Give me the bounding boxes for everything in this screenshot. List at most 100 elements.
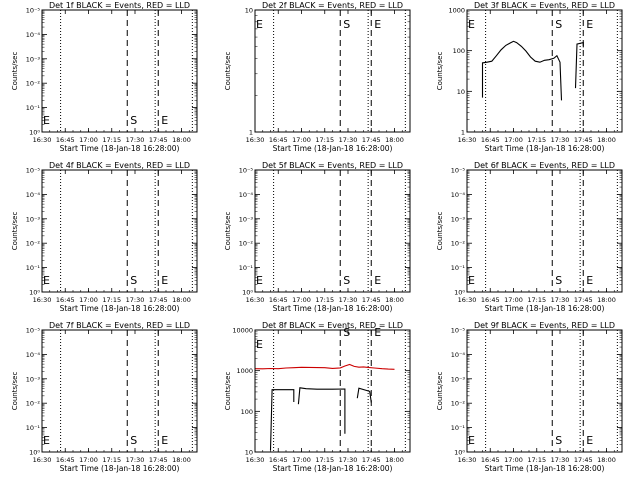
detector-panel: Det 1f BLACK = Events, RED = LLD Counts/s… bbox=[11, 1, 198, 153]
event-rate-line bbox=[574, 41, 584, 89]
panel-title: Det 4f BLACK = Events, RED = LLD bbox=[49, 161, 190, 170]
y-tick-label: 10⁻³ bbox=[26, 215, 41, 223]
y-tick-label: 10⁻³ bbox=[26, 55, 41, 63]
end-marker-label: E bbox=[468, 434, 475, 447]
y-tick-label: 10⁻⁴ bbox=[451, 191, 466, 199]
x-tick-label: 17:30 bbox=[339, 136, 358, 144]
x-tick-label: 18:00 bbox=[597, 296, 616, 304]
y-axis-label: Counts/sec bbox=[436, 52, 444, 91]
end-marker-label: E bbox=[374, 18, 381, 31]
x-tick-label: 17:30 bbox=[551, 136, 570, 144]
x-axis-label: Start Time (18-Jan-18 16:28:00) bbox=[60, 464, 180, 473]
x-axis-label: Start Time (18-Jan-18 16:28:00) bbox=[485, 304, 605, 313]
plot-frame bbox=[41, 329, 198, 453]
y-tick-label: 10⁻⁵ bbox=[26, 327, 41, 335]
y-tick-label: 10 bbox=[245, 7, 253, 15]
y-tick-label: 10⁻⁴ bbox=[451, 351, 466, 359]
start-marker-label: S bbox=[130, 274, 137, 287]
x-tick-label: 17:30 bbox=[126, 296, 145, 304]
panel-title: Det 7f BLACK = Events, RED = LLD bbox=[49, 321, 190, 330]
end-marker-label: E bbox=[161, 114, 168, 127]
y-axis-label: Counts/sec bbox=[11, 212, 19, 251]
x-tick-label: 18:00 bbox=[385, 136, 404, 144]
detector-panel: Det 5f BLACK = Events, RED = LLD Counts/s… bbox=[224, 161, 411, 313]
plot-frame bbox=[466, 329, 623, 453]
y-tick-label: 100 bbox=[241, 408, 253, 416]
end-marker-label: E bbox=[468, 274, 475, 287]
x-tick-label: 17:00 bbox=[292, 136, 311, 144]
x-tick-label: 16:45 bbox=[481, 296, 500, 304]
x-tick-label: 17:30 bbox=[339, 296, 358, 304]
end-marker-label: E bbox=[43, 274, 50, 287]
detector-panel: Det 9f BLACK = Events, RED = LLD Counts/s… bbox=[436, 321, 623, 473]
x-tick-label: 17:45 bbox=[362, 296, 381, 304]
start-marker-label: S bbox=[555, 274, 562, 287]
x-tick-label: 17:30 bbox=[126, 456, 145, 464]
x-tick-label: 18:00 bbox=[597, 136, 616, 144]
x-tick-label: 17:45 bbox=[149, 456, 168, 464]
plot-frame bbox=[41, 169, 198, 293]
y-axis-label: Counts/sec bbox=[436, 372, 444, 411]
x-axis-label: Start Time (18-Jan-18 16:28:00) bbox=[60, 144, 180, 153]
y-tick-label: 10⁰ bbox=[29, 449, 40, 457]
y-tick-label: 10⁻¹ bbox=[451, 424, 466, 432]
x-tick-label: 17:15 bbox=[527, 296, 546, 304]
x-tick-label: 16:30 bbox=[458, 136, 477, 144]
x-tick-label: 17:45 bbox=[574, 136, 593, 144]
plot-frame bbox=[254, 9, 411, 133]
start-marker-label: S bbox=[343, 18, 350, 31]
x-tick-label: 17:00 bbox=[79, 296, 98, 304]
end-marker-label: E bbox=[586, 274, 593, 287]
y-tick-label: 10⁻⁵ bbox=[239, 167, 254, 175]
y-tick-label: 10⁻² bbox=[26, 400, 41, 408]
y-tick-label: 10⁰ bbox=[454, 289, 465, 297]
detector-panel: Det 4f BLACK = Events, RED = LLD Counts/s… bbox=[11, 161, 198, 313]
y-tick-label: 10 bbox=[457, 88, 465, 96]
x-tick-label: 16:45 bbox=[481, 456, 500, 464]
x-tick-label: 17:30 bbox=[126, 136, 145, 144]
x-tick-label: 16:30 bbox=[246, 296, 265, 304]
x-tick-label: 17:00 bbox=[79, 456, 98, 464]
plot-frame bbox=[466, 169, 623, 293]
plot-frame bbox=[41, 9, 198, 133]
y-tick-label: 10⁻⁵ bbox=[451, 327, 466, 335]
x-tick-label: 17:15 bbox=[102, 296, 121, 304]
panel-title: Det 3f BLACK = Events, RED = LLD bbox=[474, 1, 615, 10]
y-tick-label: 10⁻¹ bbox=[26, 424, 41, 432]
y-axis-label: Counts/sec bbox=[224, 372, 232, 411]
x-tick-label: 18:00 bbox=[172, 456, 191, 464]
panel-title: Det 2f BLACK = Events, RED = LLD bbox=[262, 1, 403, 10]
x-tick-label: 17:00 bbox=[79, 136, 98, 144]
x-tick-label: 16:45 bbox=[56, 296, 75, 304]
y-tick-label: 10⁰ bbox=[454, 449, 465, 457]
detector-panel: Det 8f BLACK = Events, RED = LLD Counts/s… bbox=[224, 321, 411, 473]
x-tick-label: 17:45 bbox=[149, 296, 168, 304]
y-axis-label: Counts/sec bbox=[11, 52, 19, 91]
x-tick-label: 17:15 bbox=[315, 456, 334, 464]
end-marker-label: E bbox=[256, 18, 263, 31]
start-marker-label: S bbox=[130, 114, 137, 127]
x-tick-label: 17:30 bbox=[551, 456, 570, 464]
x-tick-label: 17:15 bbox=[315, 136, 334, 144]
x-tick-label: 17:00 bbox=[292, 296, 311, 304]
y-tick-label: 10⁻³ bbox=[239, 215, 254, 223]
end-marker-label: E bbox=[43, 114, 50, 127]
x-tick-label: 16:30 bbox=[458, 456, 477, 464]
detector-panel: Det 7f BLACK = Events, RED = LLD Counts/s… bbox=[11, 321, 198, 473]
x-tick-label: 17:00 bbox=[504, 456, 523, 464]
end-marker-label: E bbox=[374, 274, 381, 287]
end-marker-label: E bbox=[161, 274, 168, 287]
y-tick-label: 10⁰ bbox=[29, 289, 40, 297]
y-tick-label: 10⁻³ bbox=[26, 375, 41, 383]
x-tick-label: 18:00 bbox=[385, 296, 404, 304]
x-axis-label: Start Time (18-Jan-18 16:28:00) bbox=[485, 144, 605, 153]
end-marker-label: E bbox=[43, 434, 50, 447]
x-tick-label: 17:15 bbox=[102, 136, 121, 144]
x-tick-label: 16:30 bbox=[33, 456, 52, 464]
x-tick-label: 16:30 bbox=[246, 456, 265, 464]
event-rate-line bbox=[269, 389, 295, 451]
y-tick-label: 10⁻³ bbox=[451, 215, 466, 223]
x-tick-label: 17:00 bbox=[504, 136, 523, 144]
event-rate-line bbox=[297, 387, 346, 434]
x-tick-label: 17:15 bbox=[527, 136, 546, 144]
